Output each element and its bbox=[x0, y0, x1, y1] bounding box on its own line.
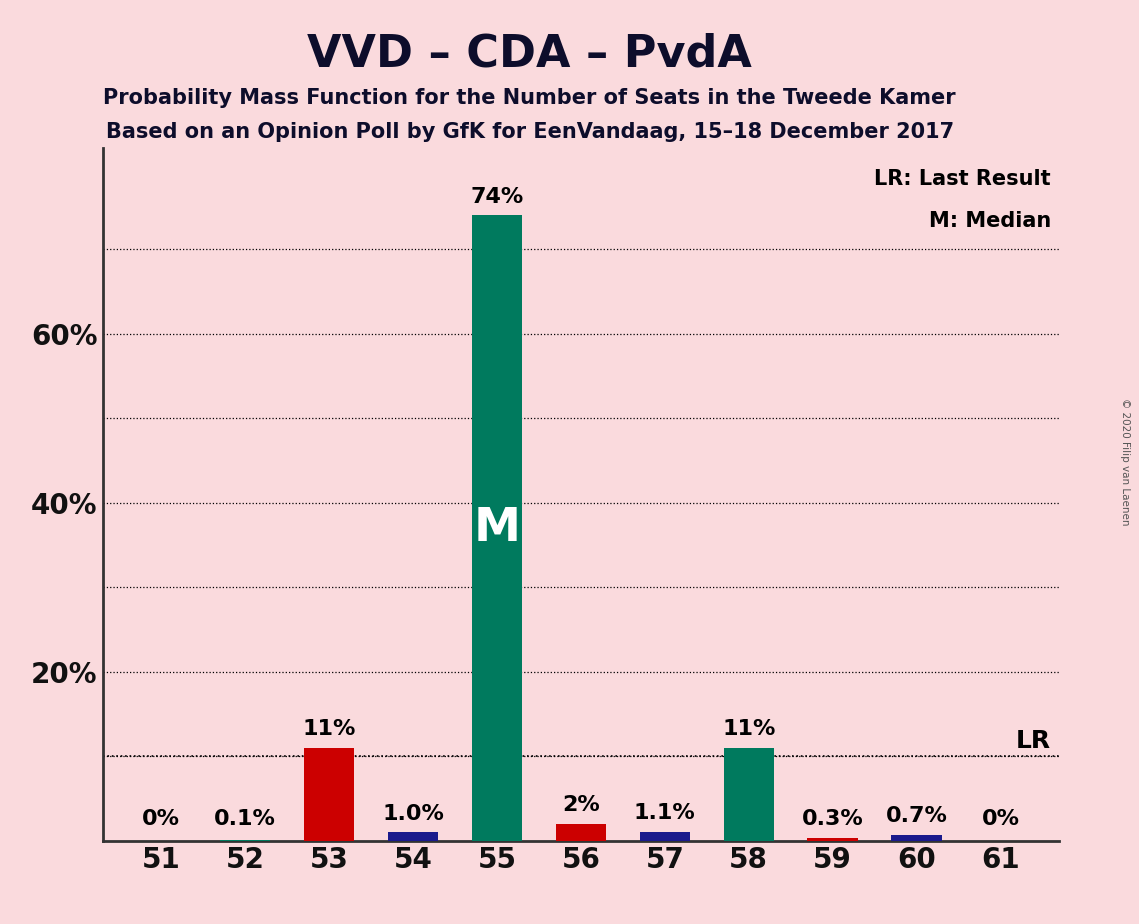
Text: 1.0%: 1.0% bbox=[382, 804, 444, 824]
Text: 11%: 11% bbox=[722, 720, 776, 739]
Bar bbox=[723, 748, 773, 841]
Bar bbox=[388, 833, 439, 841]
Text: Probability Mass Function for the Number of Seats in the Tweede Kamer: Probability Mass Function for the Number… bbox=[104, 88, 956, 108]
Text: LR: Last Result: LR: Last Result bbox=[875, 169, 1051, 189]
Bar bbox=[472, 215, 522, 841]
Text: Based on an Opinion Poll by GfK for EenVandaag, 15–18 December 2017: Based on an Opinion Poll by GfK for EenV… bbox=[106, 122, 953, 142]
Bar bbox=[304, 748, 354, 841]
Text: M: Median: M: Median bbox=[928, 212, 1051, 231]
Text: 74%: 74% bbox=[470, 187, 524, 207]
Text: 0.1%: 0.1% bbox=[214, 809, 276, 829]
Text: 1.1%: 1.1% bbox=[634, 803, 696, 823]
Text: 2%: 2% bbox=[562, 796, 600, 816]
Text: LR: LR bbox=[1016, 729, 1051, 753]
Text: 0%: 0% bbox=[142, 809, 180, 829]
Bar bbox=[808, 838, 858, 841]
Bar bbox=[556, 824, 606, 841]
Text: 0.3%: 0.3% bbox=[802, 809, 863, 829]
Text: VVD – CDA – PvdA: VVD – CDA – PvdA bbox=[308, 32, 752, 76]
Text: 11%: 11% bbox=[303, 720, 355, 739]
Text: 0%: 0% bbox=[982, 809, 1019, 829]
Bar bbox=[892, 835, 942, 841]
Text: M: M bbox=[474, 505, 521, 551]
Text: 0.7%: 0.7% bbox=[886, 807, 948, 826]
Text: © 2020 Filip van Laenen: © 2020 Filip van Laenen bbox=[1121, 398, 1130, 526]
Bar bbox=[640, 832, 690, 841]
